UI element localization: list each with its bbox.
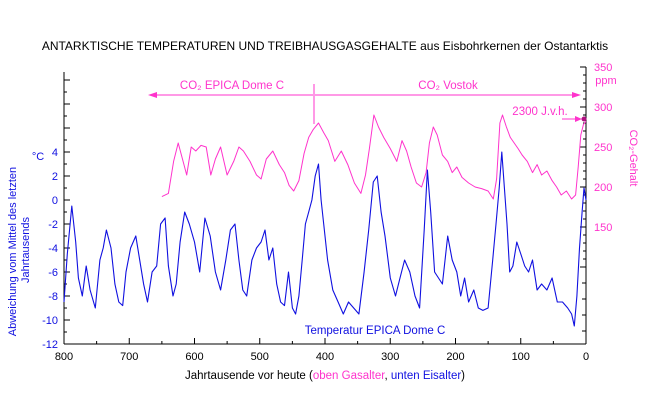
temperature-series-label: Temperatur EPICA Dome C [305,325,446,337]
x-tick-label: 800 [55,351,73,363]
right-axis-unit: ppm [595,75,616,87]
left-tick-label: 2 [52,171,58,183]
right-tick-label: 150 [594,222,612,234]
left-tick-label: -2 [48,219,58,231]
x-axis-label-sep: , [384,370,390,382]
right-tick-label: 250 [594,142,612,154]
right-tick-label: 350 [594,62,612,74]
x-axis-label-gas-age: oben Gasalter [313,370,385,382]
vostok-arrow-head [572,92,581,98]
x-tick-label: 300 [381,351,399,363]
co2-series-line [161,114,587,200]
vostok-co2-label: CO₂ Vostok [418,80,478,92]
x-tick-label: 500 [251,351,269,363]
left-tick-label: -10 [42,315,58,327]
recent-co2-marker [581,116,587,122]
left-axis-label-line-2: Jahrtausends [20,216,32,283]
x-axis-label-close: ) [461,370,465,382]
right-tick-label: 200 [594,182,612,194]
x-tick-label: 100 [512,351,530,363]
x-tick-label: 700 [120,351,138,363]
right-axis-label: CO₂-Gehalt [627,130,639,187]
x-tick-label: 400 [316,351,334,363]
left-axis-label: Abweichung vom Mittel des letzten Jahrta… [7,164,32,336]
x-axis-label-main: Jahrtausende vor heute ( [185,370,313,382]
recent-co2-label: 2300 J.v.h. [512,106,567,118]
x-tick-label: 0 [583,351,589,363]
x-tick-label: 600 [185,351,203,363]
epica-arrow-head [148,92,157,98]
left-axis-label-line-1: Abweichung vom Mittel des letzten [7,167,19,336]
epica-co2-label: CO₂ EPICA Dome C [180,80,284,92]
x-axis-label-ice-age: unten Eisalter [391,370,461,382]
recent-arrow-head [575,116,582,122]
left-tick-label: -4 [48,243,58,255]
right-tick-label: 300 [594,102,612,114]
left-tick-label: 0 [52,195,58,207]
left-axis-unit: °C [32,151,44,163]
left-tick-label: -8 [48,291,58,303]
left-tick-label: -6 [48,267,58,279]
left-tick-label: 4 [52,147,58,159]
temperature-series-line [63,151,587,327]
left-tick-label: -12 [42,339,58,351]
x-axis-label: Jahrtausende vor heute (oben Gasalter, u… [185,370,465,382]
chart-title: ANTARKTISCHE TEMPERATUREN UND TREIBHAUSG… [42,39,608,53]
x-tick-label: 200 [446,351,464,363]
